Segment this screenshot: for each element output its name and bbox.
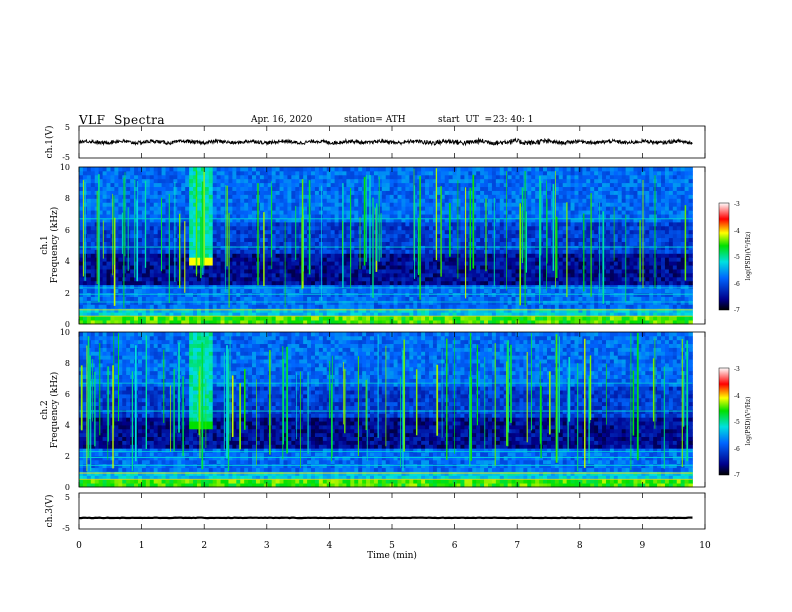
ch3-ytick-bottom: -5 — [62, 524, 70, 533]
ch1-waveform-panel: 5 -5 ch.1(V) — [44, 123, 706, 162]
ch2-cb-tick-m4: -4 — [734, 393, 740, 400]
ch3-waveform-trace — [78, 516, 693, 520]
ch2-ytick-4: 4 — [65, 421, 70, 430]
x-tick-label: 7 — [514, 541, 520, 551]
date-label: Apr. 16, 2020 — [251, 115, 313, 125]
ch1-cb-tick-m5: -5 — [734, 254, 740, 261]
ch3-ytick-top: 5 — [65, 493, 70, 502]
ch2-colorbar-gradient — [718, 367, 730, 476]
start-time-value: 23: 40: 1 — [493, 115, 534, 125]
start-time-label: start UT = — [438, 115, 493, 125]
ch3-waveform-frame — [78, 492, 706, 530]
ch2-ytick-6: 6 — [65, 390, 70, 399]
ch1-cb-tick-m3: -3 — [734, 201, 740, 208]
x-tick-label: 2 — [201, 541, 207, 551]
ch1-colorbar-gradient — [718, 202, 730, 311]
ch1-cb-tick-m6: -6 — [734, 281, 740, 288]
ch1-waveform-trace — [78, 137, 693, 147]
ch2-spectrogram-panel: 0 2 4 6 8 10 ch.2 Frequency (kHz) — [40, 328, 706, 492]
ch2-cb-tick-m3: -3 — [734, 366, 740, 373]
ch1-cb-tick-m4: -4 — [734, 228, 740, 235]
ch2-channel-label: ch.2 — [40, 400, 50, 419]
x-tick-label: 4 — [327, 541, 333, 551]
station-label: station= ATH — [344, 115, 406, 125]
ch2-colorbar-label: log(PSD)(V²/Hz) — [745, 397, 752, 446]
ch3-waveform-panel: 5 -5 ch.3(V) — [44, 492, 706, 533]
ch2-cb-tick-m6: -6 — [734, 446, 740, 453]
ch1-spectrogram-image — [78, 167, 693, 325]
ch2-spectrogram-image — [79, 332, 693, 488]
x-tick-label: 3 — [264, 541, 270, 551]
x-tick-label: 6 — [452, 541, 458, 551]
time-x-axis: 0 1 2 3 4 5 6 7 8 9 10 — [76, 126, 711, 551]
ch3-waveform-ylabel: ch.3(V) — [44, 495, 55, 528]
ch2-ytick-10: 10 — [60, 328, 70, 337]
x-tick-label: 10 — [699, 541, 711, 551]
ch2-frequency-label: Frequency (kHz) — [49, 372, 60, 449]
ch1-ytick-0: 0 — [65, 320, 70, 329]
ch1-cb-tick-m7: -7 — [734, 307, 740, 314]
ch1-ytick-2: 2 — [65, 289, 70, 298]
ch1-waveform-ylabel: ch.1(V) — [44, 126, 55, 159]
ch2-cb-tick-m7: -7 — [734, 472, 740, 479]
x-tick-label: 1 — [139, 541, 145, 551]
x-tick-label: 8 — [577, 541, 583, 551]
ch1-frequency-label: Frequency (kHz) — [49, 207, 60, 284]
ch1-ytick-4: 4 — [65, 257, 70, 266]
x-tick-label: 5 — [389, 541, 395, 551]
ch1-ytick-8: 8 — [65, 194, 70, 203]
ch2-ytick-2: 2 — [65, 452, 70, 461]
ch2-ytick-0: 0 — [65, 483, 70, 492]
ch2-colorbar: -3 -4 -5 -6 -7 log(PSD)(V²/Hz) — [718, 366, 752, 479]
ch2-cb-tick-m5: -5 — [734, 419, 740, 426]
ch1-ytick-10: 10 — [60, 163, 70, 172]
figure-title: VLF Spectra — [79, 113, 166, 127]
x-tick-label: 9 — [640, 541, 646, 551]
ch1-colorbar-label: log(PSD)(V²/Hz) — [745, 232, 752, 281]
ch1-spectrogram-panel: 0 2 4 6 8 10 ch.1 Frequency (kHz) — [40, 163, 706, 329]
x-axis-label: Time (min) — [367, 550, 417, 561]
ch1-ytick-6: 6 — [65, 226, 70, 235]
ch1-channel-label: ch.1 — [40, 235, 50, 254]
ch1-colorbar: -3 -4 -5 -6 -7 log(PSD)(V²/Hz) — [718, 201, 752, 314]
ch1-ytick-bottom: -5 — [62, 153, 70, 162]
ch2-ytick-8: 8 — [65, 359, 70, 368]
ch1-ytick-top: 5 — [65, 123, 70, 132]
x-tick-label: 0 — [76, 541, 82, 551]
